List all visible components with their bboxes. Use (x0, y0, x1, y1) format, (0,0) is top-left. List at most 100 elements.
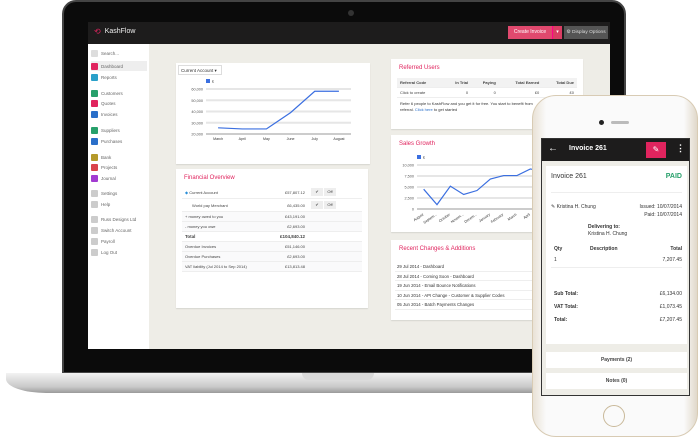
y-tick-label: 2,500 (404, 197, 414, 201)
sidebar-icon (91, 126, 98, 134)
row-label-text: + money owed to you (185, 214, 224, 219)
y-tick-label: 30,000 (191, 121, 203, 125)
row-label: Total (182, 231, 269, 242)
y-tick-label: 60,000 (191, 88, 203, 92)
customer-name[interactable]: ✎ Kristina H. Chung (551, 204, 596, 210)
row-label-text: Overdue Purchases (185, 254, 221, 259)
paid-date: Paid: 10/07/2014 (644, 212, 682, 218)
account-select-value: Current Account (181, 68, 214, 73)
row-label: VAT liability (Jul 2014 to Sep 2014) (182, 261, 269, 272)
sidebar-item-dashboard[interactable]: Dashboard (91, 61, 147, 71)
sidebar-item-russ-designs-ltd[interactable]: Russ Designs Ltd (91, 214, 147, 224)
edit-pencil-icon[interactable]: ✎ (646, 142, 666, 158)
row-label: Overdue Purchases (182, 251, 269, 262)
financial-overview-panel: Financial Overview ◆ Current Account £57,… (176, 169, 368, 308)
payments-button[interactable]: Payments (2) (546, 352, 687, 368)
kashflow-logo-icon: ⟲ (94, 27, 101, 36)
recent-change-item[interactable]: 19 Jun 2014 - Email Bounce Notifications (395, 281, 579, 291)
check-button[interactable]: ✔ (311, 201, 323, 209)
click-to-create-link[interactable]: Click to create (397, 87, 444, 98)
x-tick-label: January (478, 212, 491, 223)
notes-button[interactable]: Notes (0) (546, 373, 687, 389)
column-header: Referral Code (397, 78, 444, 88)
cell: 0 (443, 87, 472, 98)
sidebar-icon (91, 137, 98, 145)
row-label: World pay Merchant (182, 198, 269, 212)
column-header: Paying (471, 78, 499, 88)
legend-swatch (417, 155, 421, 159)
sidebar-item-quotes[interactable]: Quotes (91, 98, 147, 108)
row-value: £2,693.00 (268, 251, 308, 262)
search-icon (91, 49, 98, 57)
sidebar-item-label: Bank (101, 154, 112, 160)
financial-table: ◆ Current Account £57,807.12 ✔ Off World pay… (182, 186, 362, 272)
search-input[interactable]: Search... (91, 48, 147, 58)
column-header: Total Due (542, 78, 577, 88)
referred-table: Referral Code In Trial Paying Total Earned T… (397, 78, 577, 98)
back-arrow-icon[interactable]: ← (548, 143, 558, 154)
legend-label: £ (423, 156, 426, 160)
sidebar-item-invoices[interactable]: Invoices (91, 109, 147, 119)
sidebar-icon (91, 110, 98, 118)
recent-change-item[interactable]: 05 Jun 2014 - Batch Payments Changes (395, 300, 579, 310)
sidebar-icon (91, 237, 98, 245)
off-button[interactable]: Off (324, 201, 336, 209)
financial-row: World pay Merchant £6,435.00 ✔ Off (182, 198, 362, 212)
more-options-icon[interactable]: ⋮ (676, 143, 685, 153)
create-invoice-dropdown[interactable]: ▾ (552, 26, 562, 39)
x-tick-label: August (333, 137, 344, 141)
sidebar-icon (91, 89, 98, 97)
vat-total-value: £1,073.45 (659, 304, 682, 310)
y-tick-label: 7,500 (404, 175, 414, 179)
x-tick-label: May (263, 137, 270, 141)
y-tick-label: 50,000 (191, 99, 203, 103)
sidebar-item-label: Reports (101, 74, 117, 80)
legend-swatch (206, 79, 210, 83)
sub-total-value: £6,134.00 (659, 291, 682, 297)
click-here-link[interactable]: Click here (414, 107, 433, 112)
create-invoice-button[interactable]: Create Invoice (508, 26, 552, 39)
sidebar-item-bank[interactable]: Bank (91, 152, 147, 162)
sidebar-item-log-out[interactable]: Log Out (91, 247, 147, 257)
sidebar-icon (91, 200, 98, 208)
sidebar-item-projects[interactable]: Projects (91, 162, 147, 172)
row-label: + money owed to you (182, 211, 269, 222)
sidebar-item-label: Purchases (101, 138, 123, 144)
vat-total-label: VAT Total: (554, 304, 578, 310)
sidebar-item-customers[interactable]: Customers (91, 88, 147, 98)
sidebar-item-purchases[interactable]: Purchases (91, 136, 147, 146)
display-options-button[interactable]: ⚙ Display Options (564, 26, 608, 39)
sidebar-item-payroll[interactable]: Payroll (91, 236, 147, 246)
sidebar-item-reports[interactable]: Reports (91, 72, 147, 82)
account-select[interactable]: Current Account ▾ (178, 65, 222, 75)
sidebar-item-settings[interactable]: Settings (91, 188, 147, 198)
sidebar-icon (91, 248, 98, 256)
row-value: £43,191.00 (268, 211, 308, 222)
financial-row: Overdue Invoices £51,146.00 (182, 241, 362, 252)
x-tick-label: Septem... (423, 213, 438, 225)
home-button[interactable] (603, 405, 625, 427)
sidebar-item-label: Payroll (101, 238, 115, 244)
x-tick-label: June (287, 137, 295, 141)
cell: £0 (498, 87, 543, 98)
check-button[interactable]: ✔ (311, 188, 323, 196)
row-label: ◆ Current Account (182, 186, 269, 199)
row-label-text: Current Account (189, 189, 218, 195)
sidebar-item-help[interactable]: Help (91, 199, 147, 209)
sidebar-item-journal[interactable]: Journal (91, 173, 147, 183)
y-tick-label: 40,000 (191, 110, 203, 114)
sidebar-item-switch-account[interactable]: Switch Account (91, 225, 147, 235)
grand-total-label: Total: (554, 317, 568, 323)
cell: 0 (471, 87, 499, 98)
recent-change-item[interactable]: 29 Jul 2014 - Dashboard (395, 262, 579, 272)
sidebar-item-label: Journal (101, 175, 116, 181)
sidebar-icon (91, 62, 98, 70)
row-value: £51,146.00 (268, 241, 308, 252)
sidebar-item-suppliers[interactable]: Suppliers (91, 125, 147, 135)
recent-change-item[interactable]: 10 Jun 2014 - API Change - Customer & Su… (395, 291, 579, 300)
row-value: £13,813.48 (268, 261, 308, 272)
recent-change-item[interactable]: 28 Jul 2014 - Coming Soon - Dashboard (395, 272, 579, 281)
sidebar-item-label: Suppliers (101, 127, 120, 133)
off-button[interactable]: Off (324, 188, 336, 196)
logo[interactable]: ⟲ KashFlow (94, 27, 135, 36)
